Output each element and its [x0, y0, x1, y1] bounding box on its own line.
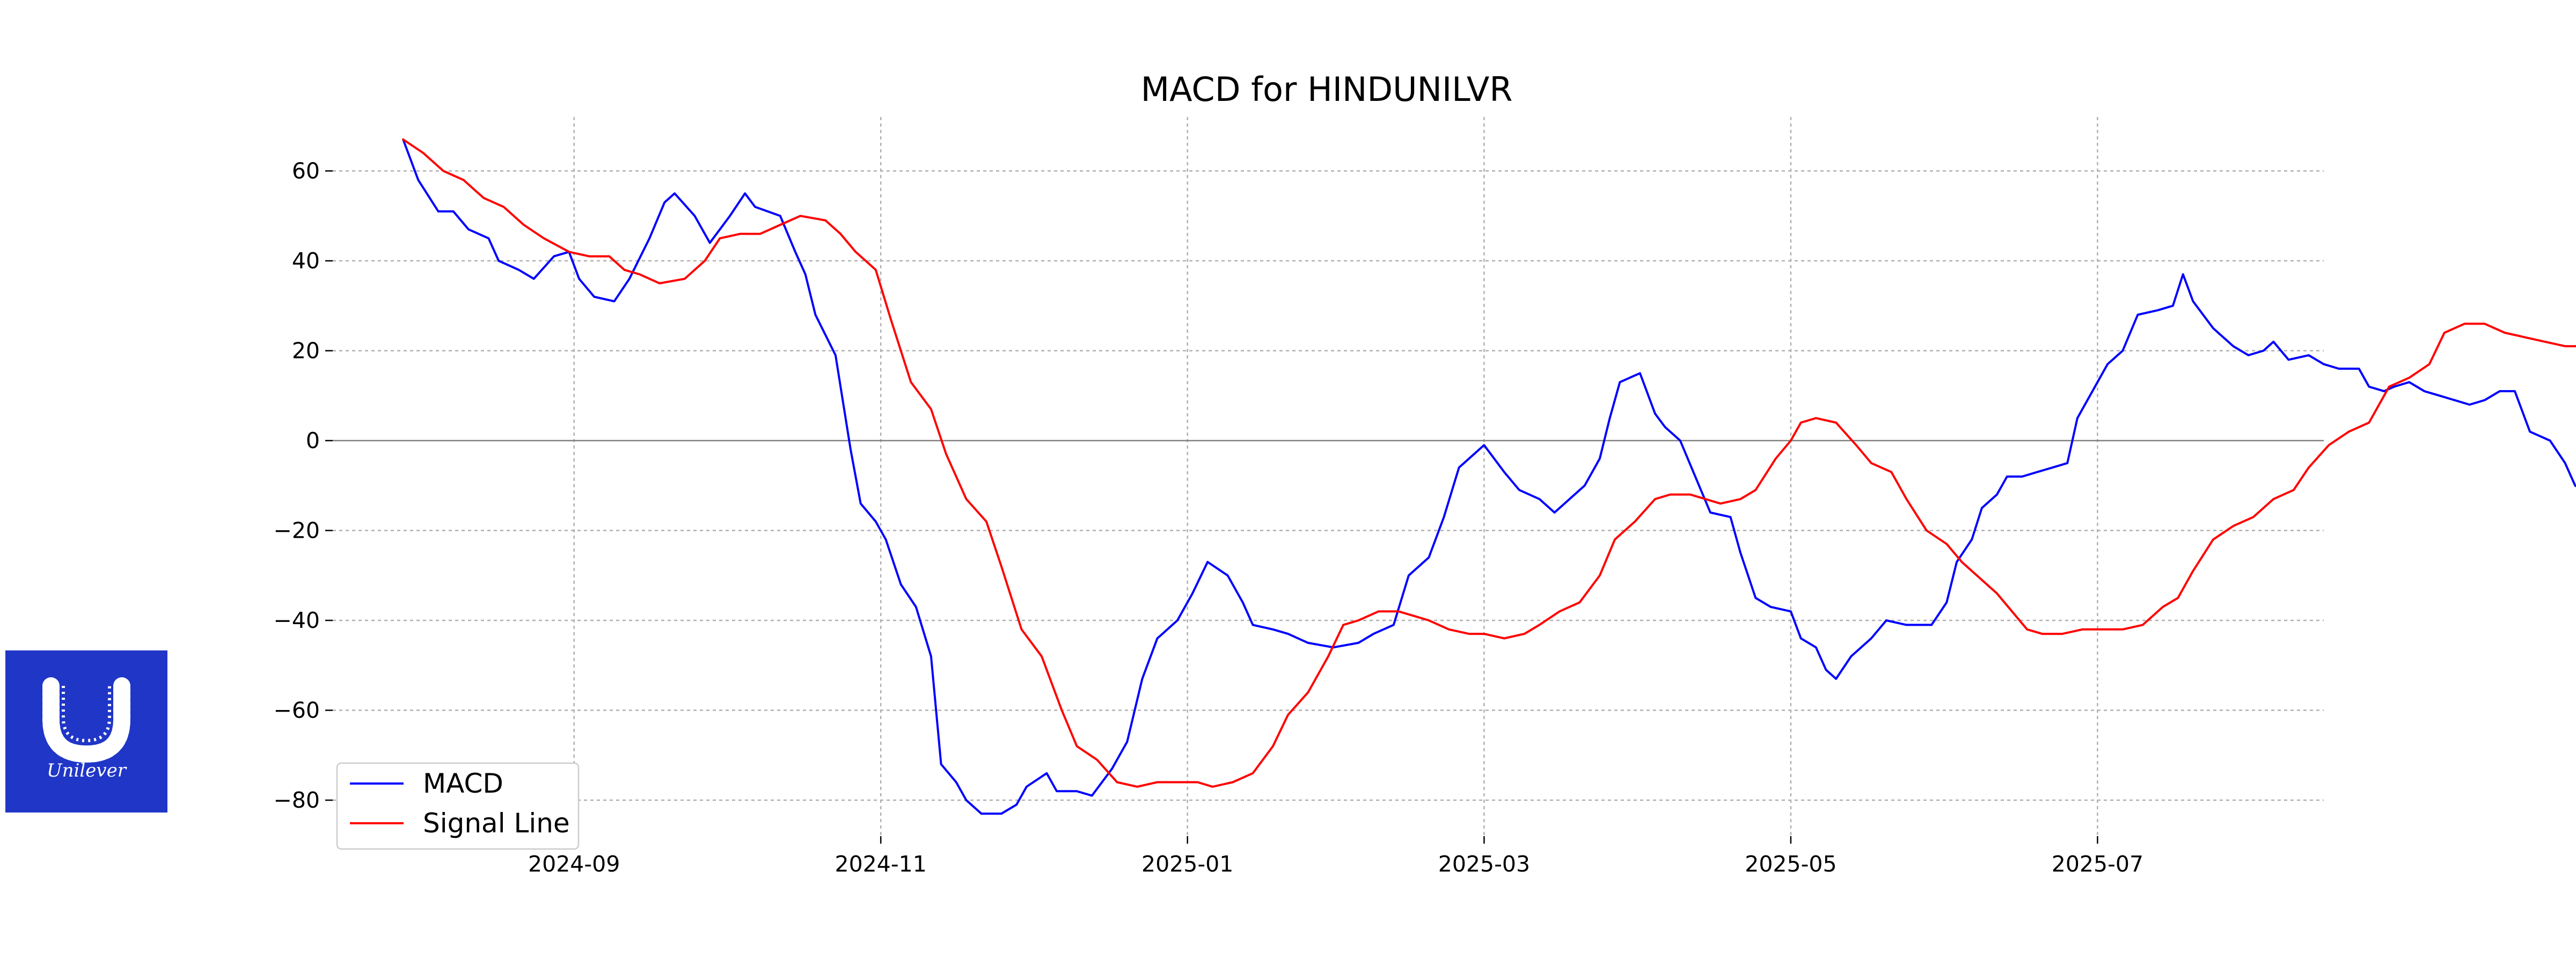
chart-title: MACD for HINDUNILVR — [1141, 70, 1513, 109]
y-tick-label: 20 — [292, 338, 320, 364]
u-emblem-icon — [42, 677, 130, 763]
x-tick-label: 2024-11 — [835, 851, 927, 877]
x-tick-label: 2024-09 — [528, 851, 620, 877]
y-tick-label: −60 — [273, 698, 320, 723]
x-tick-label: 2025-01 — [1141, 851, 1233, 877]
x-tick-label: 2025-07 — [2052, 851, 2143, 877]
legend-label-macd: MACD — [423, 768, 503, 799]
y-tick-label: 40 — [292, 248, 320, 274]
series-line-macd — [402, 138, 2576, 815]
x-tick-label: 2025-05 — [1745, 851, 1836, 877]
series-line-signal-line — [402, 138, 2576, 788]
x-tick-label: 2025-03 — [1438, 851, 1530, 877]
y-tick-label: −80 — [273, 787, 320, 813]
unilever-logo: Unilever — [5, 650, 167, 813]
legend-label-signal-line: Signal Line — [423, 808, 570, 839]
y-axis-ticks: 60 40 20 0 −20 −40 −60 −80 — [273, 158, 333, 813]
logo-wordmark: Unilever — [47, 760, 127, 781]
y-tick-label: −20 — [273, 518, 320, 544]
series-lines — [402, 138, 2576, 815]
legend: MACD Signal Line — [336, 762, 580, 850]
logo-background — [5, 650, 167, 813]
y-tick-label: 0 — [306, 428, 320, 453]
y-tick-label: 60 — [292, 158, 320, 184]
grid-lines — [333, 117, 2324, 836]
x-axis-ticks: 2024-09 2024-11 2025-01 2025-03 2025-05 2025-… — [528, 836, 2143, 877]
y-tick-label: −40 — [273, 608, 320, 633]
